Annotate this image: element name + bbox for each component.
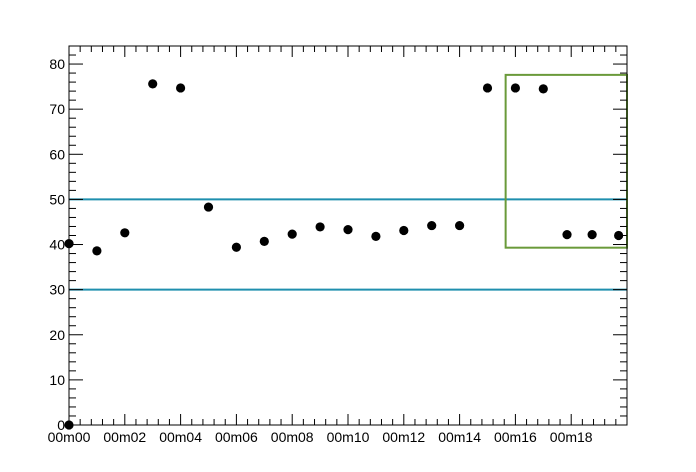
y-tick-label-7: 70 [49,101,65,117]
data-point-7 [259,236,269,246]
y-tick-label-2: 20 [49,327,65,343]
x-tick-label-6: 00m12 [382,429,425,445]
data-point-10 [343,225,353,235]
data-point-16 [510,83,520,93]
x-tick-label-7: 00m14 [438,429,481,445]
data-point-17 [538,84,548,94]
data-point-2 [120,228,130,238]
data-point-19 [587,229,597,240]
data-point-9 [315,222,325,232]
data-point-14 [455,220,465,231]
data-point-3 [148,79,158,89]
data-point-18 [562,229,572,240]
x-tick-label-4: 00m08 [271,429,314,445]
reference-lines [69,198,627,291]
y-tick-label-1: 10 [49,372,65,388]
x-tick-label-9: 00m18 [550,429,593,445]
y-tick-label-6: 60 [49,146,65,162]
y-tick-label-3: 30 [49,282,65,298]
x-tick-label-2: 00m04 [159,429,202,445]
data-point-12 [399,225,409,236]
data-point-8 [287,229,297,239]
data-point-6 [231,242,241,252]
data-point-4 [176,83,186,93]
data-point-13 [427,220,437,231]
x-axis-ticks: 00m00 00m02 00m04 00m06 00m08 00m10 00m12 00m14… [48,46,628,445]
y-axis-ticks: 0 10 20 30 40 50 60 70 80 [49,45,627,433]
y-tick-label-4: 40 [49,237,65,253]
data-point-15 [482,83,493,93]
y-tick-label-5: 50 [49,191,65,207]
data-point-20 [614,230,624,241]
data-point-5 [203,202,214,212]
y-tick-label-0: 0 [57,417,65,433]
x-tick-label-0: 00m00 [48,429,91,445]
x-tick-label-1: 00m02 [103,429,146,445]
x-tick-label-8: 00m16 [494,429,537,445]
y-tick-label-8: 80 [49,56,65,72]
data-point-11 [371,231,381,242]
data-point-1 [92,246,102,256]
x-tick-label-5: 00m10 [327,429,370,445]
x-tick-label-3: 00m06 [215,429,258,445]
